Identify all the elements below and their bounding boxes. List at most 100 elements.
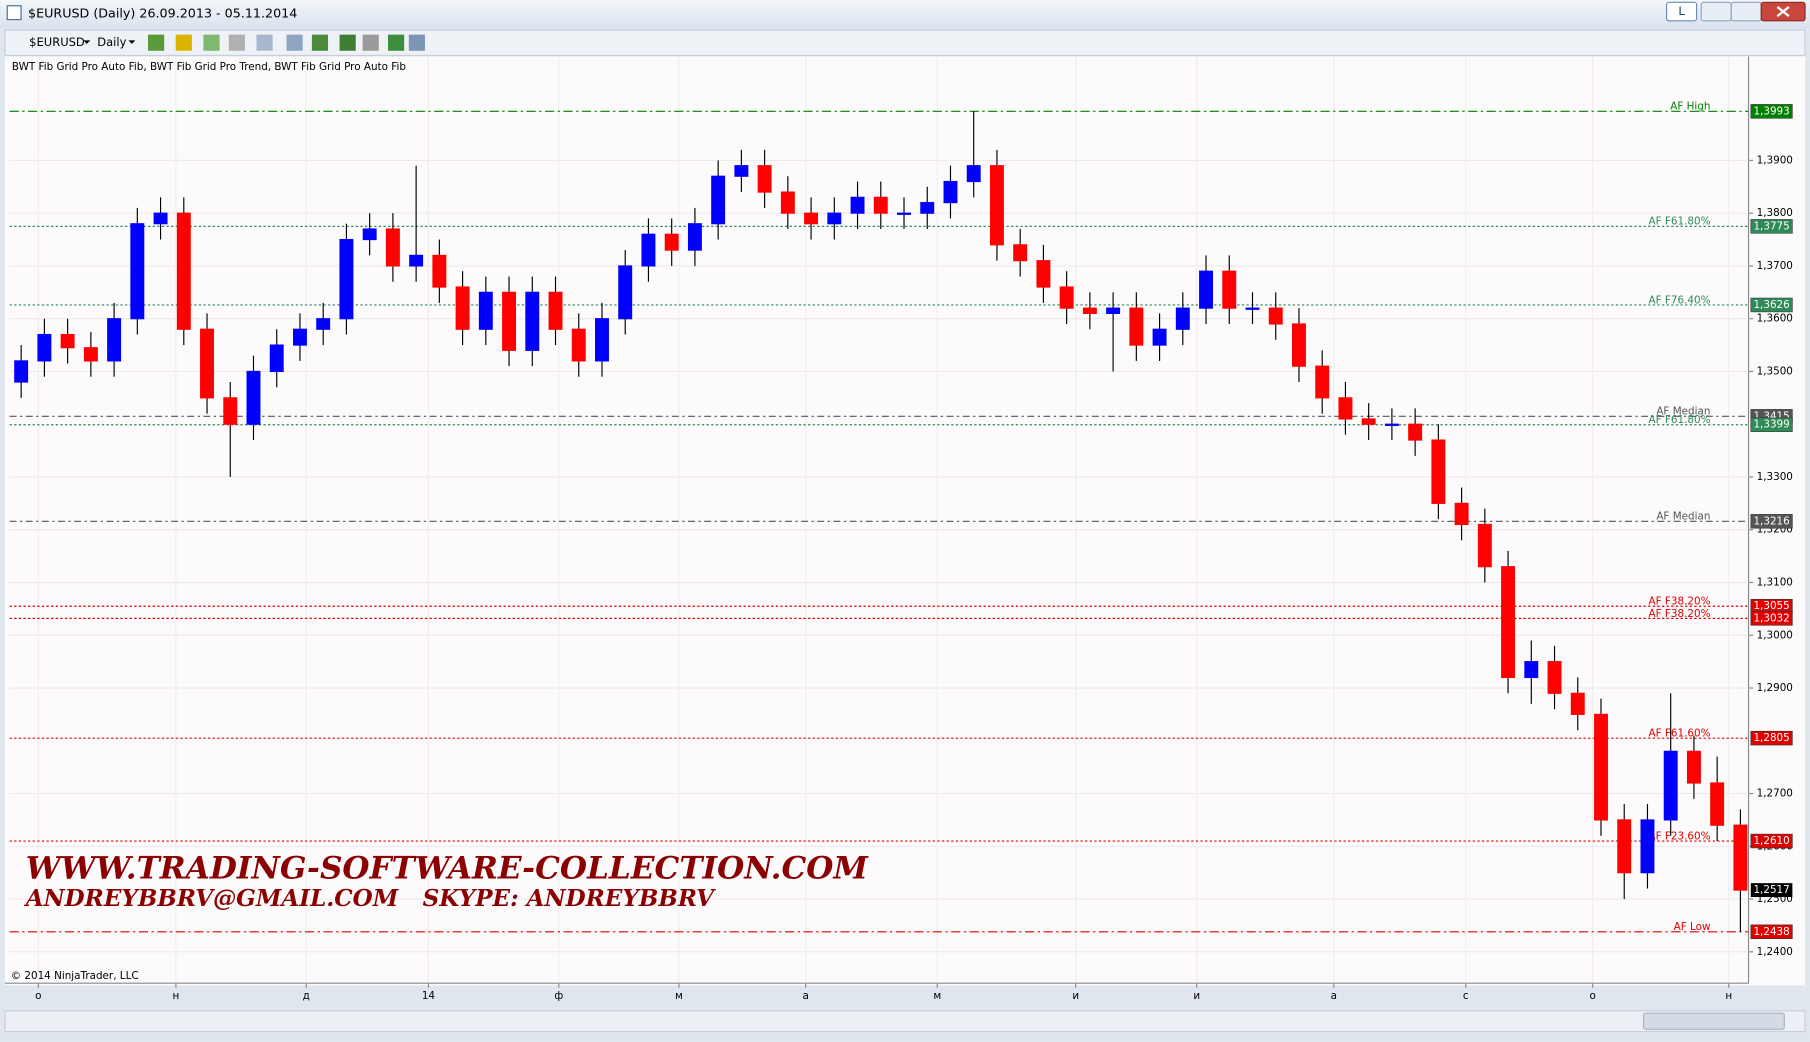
zoom-button[interactable] (286, 34, 303, 51)
candle-body (618, 265, 633, 320)
price-tag-label: 1,3626 (1753, 299, 1789, 311)
minimize-button[interactable] (1700, 1, 1732, 22)
last-price-label: 1,2517 (1753, 884, 1789, 896)
price-tag (1750, 924, 1793, 939)
title-bar (0, 0, 1810, 28)
candle-body (1199, 270, 1214, 309)
candle-body (548, 291, 563, 330)
x-tick-label: о (1589, 990, 1595, 1002)
candle-body (1640, 819, 1655, 874)
chart-style-button[interactable] (148, 34, 165, 51)
candle-body (1733, 824, 1748, 891)
link-button-label: L (1678, 4, 1685, 18)
candle-body (1059, 286, 1074, 309)
candle-body (664, 233, 679, 251)
candle-body (1547, 661, 1562, 694)
price-tag-label: 1,3032 (1753, 612, 1789, 624)
candle-body (804, 212, 819, 225)
x-tick-label: с (1463, 990, 1469, 1002)
y-tick-label: 1,3800 (1757, 207, 1793, 219)
candle-body (14, 360, 29, 383)
price-tag-label: 1,2805 (1753, 732, 1789, 744)
indicator-list: BWT Fib Grid Pro Auto Fib, BWT Fib Grid … (12, 61, 406, 73)
instrument-selector[interactable]: $EURUSD (29, 35, 85, 49)
x-tick-label: д (303, 990, 310, 1002)
properties-button[interactable] (362, 34, 379, 51)
candle-body (571, 328, 586, 362)
fib-level-label: AF High (1670, 101, 1710, 113)
candle-body (269, 344, 284, 373)
y-tick-label: 1,3300 (1757, 471, 1793, 483)
candle-body (362, 228, 377, 241)
fib-level-label: AF Median (1656, 406, 1710, 418)
candle-body (873, 196, 888, 214)
x-tick-label: и (1193, 990, 1200, 1002)
candle-body (1152, 328, 1167, 346)
dropdown-arrow (83, 40, 91, 44)
candle-body (525, 291, 540, 351)
candle-body (687, 223, 702, 251)
candle-body (130, 223, 145, 320)
candle-body (780, 191, 795, 214)
price-tag-label: 1,3055 (1753, 600, 1789, 612)
y-tick-label: 1,3900 (1757, 154, 1793, 166)
toolbar (4, 29, 1806, 56)
tool-button[interactable] (228, 34, 245, 51)
dropdown-arrow (128, 40, 136, 44)
plot-area: 1,3900 1,3800 1,3700 1,3600 1,3500 1,3300 1,32… (9, 56, 1793, 1002)
strategy-button[interactable] (339, 34, 356, 51)
price-tag-label: 1,2438 (1753, 926, 1789, 938)
candle-body (1315, 365, 1330, 399)
candle-body (1013, 244, 1028, 262)
candle-body (246, 370, 261, 425)
candle-body (1082, 307, 1097, 314)
candle-body (316, 318, 331, 330)
candle-body (107, 318, 122, 362)
candle-body (1106, 307, 1121, 314)
close-icon (1776, 6, 1790, 18)
y-tick-label: 1,2700 (1757, 788, 1793, 800)
fib-level-label: AF F38.20% (1649, 596, 1711, 608)
y-tick-label: 1,3600 (1757, 313, 1793, 325)
candle-body (200, 328, 214, 399)
candle-body (1408, 423, 1423, 441)
money-button[interactable] (388, 34, 405, 51)
drawing-tool-button[interactable] (175, 34, 192, 51)
cursor-button[interactable] (256, 34, 273, 51)
price-tag-label: 1,3399 (1753, 419, 1789, 431)
candle-body (1686, 750, 1701, 784)
scrollbar-thumb[interactable] (1642, 1012, 1785, 1030)
candle-body (641, 233, 656, 267)
candle-body (711, 175, 726, 225)
y-tick-label: 1,3700 (1757, 260, 1793, 272)
app-icon (6, 5, 22, 21)
candle-body (409, 254, 424, 267)
y-tick-label: 1,3000 (1757, 629, 1793, 641)
x-tick-label: 14 (422, 990, 436, 1002)
fib-level-label: AF F61.80% (1649, 216, 1711, 228)
candle-body (1501, 566, 1516, 679)
candle-body (1292, 323, 1306, 367)
tool-button[interactable] (203, 34, 220, 51)
layout-button[interactable] (408, 34, 425, 51)
candle-body (1710, 782, 1725, 826)
candle-body (734, 165, 749, 177)
candle-body (153, 212, 168, 225)
candle-body (1663, 750, 1678, 821)
y-tick-label: 1,2900 (1757, 682, 1793, 694)
x-tick-label: и (1072, 990, 1079, 1002)
price-tag (1750, 417, 1793, 432)
candle-body (432, 254, 447, 288)
candle-body (37, 333, 52, 362)
window-title: $EURUSD (Daily) 26.09.2013 - 05.11.2014 (28, 5, 297, 20)
candle-body (339, 238, 354, 320)
maximize-button[interactable] (1730, 1, 1762, 22)
scrollbar[interactable] (4, 1010, 1806, 1033)
candle-body (1222, 270, 1237, 309)
link-button[interactable] (1666, 1, 1698, 22)
y-tick-label: 1,2400 (1757, 946, 1793, 958)
indicator-button[interactable] (311, 34, 329, 51)
candle-body (1036, 260, 1051, 288)
x-tick-label: ф (554, 990, 563, 1002)
period-selector[interactable]: Daily (97, 35, 126, 49)
